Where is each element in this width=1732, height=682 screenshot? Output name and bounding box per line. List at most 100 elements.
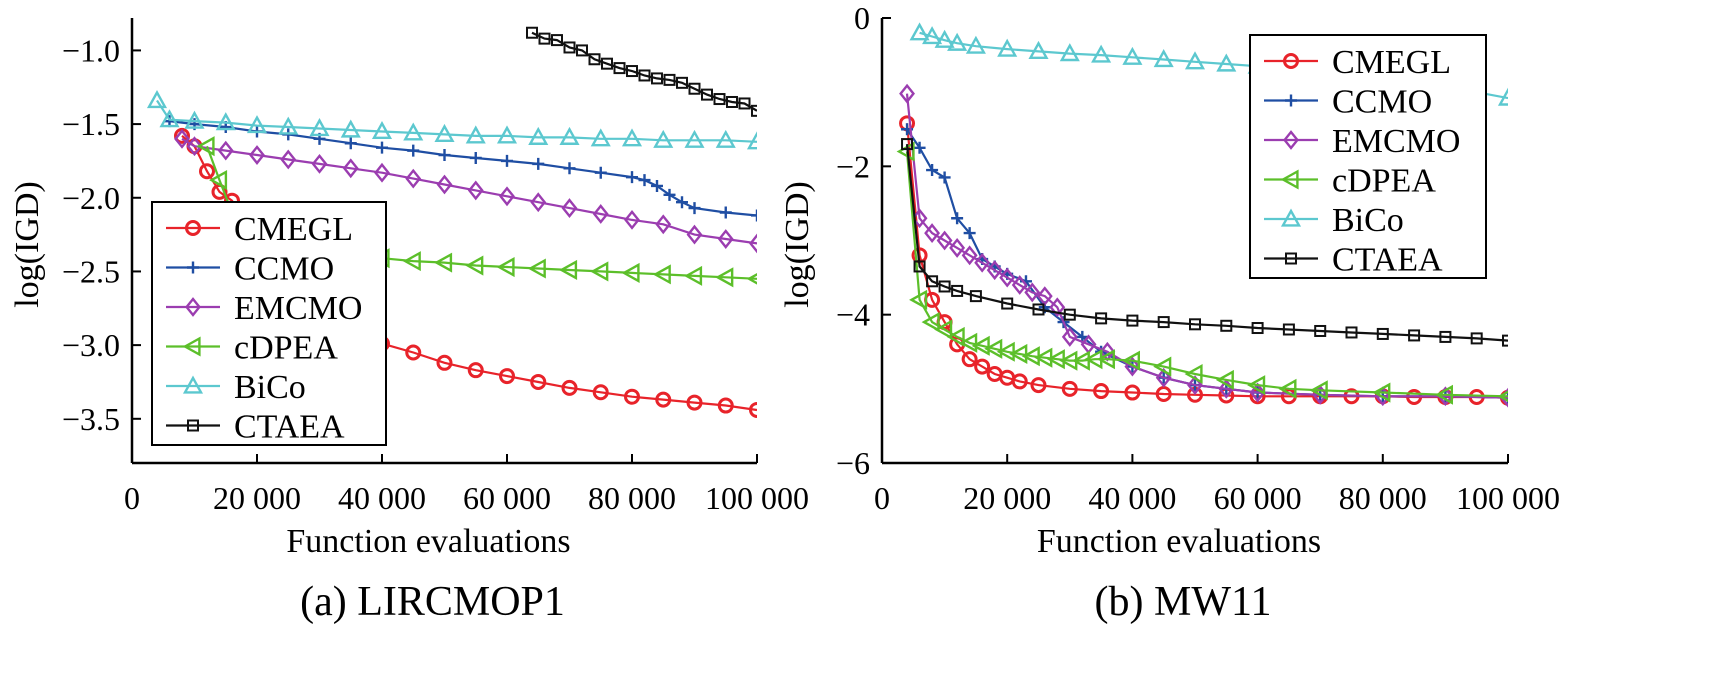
data-point-ctaea <box>1095 312 1108 325</box>
y-axis-title: log(IGD) <box>9 181 46 308</box>
data-point-cmegl <box>686 394 703 411</box>
x-tick-label: 0 <box>874 480 890 516</box>
data-point-ctaea <box>551 34 563 47</box>
data-point-ctaea <box>938 280 951 293</box>
series-bico <box>146 90 757 150</box>
data-point-cmegl <box>624 388 640 405</box>
data-point-bico <box>465 125 486 144</box>
data-point-emcmo <box>624 209 640 230</box>
legend-marker <box>1285 252 1297 265</box>
legend-label: EMCMO <box>1332 123 1460 160</box>
data-point-ctaea <box>1189 318 1201 331</box>
y-tick-label: −2.5 <box>62 253 120 289</box>
data-point-bico <box>590 128 611 147</box>
legend-label: CCMO <box>1332 84 1432 121</box>
data-point-ctaea <box>1157 316 1170 329</box>
data-point-cdpea <box>402 251 421 272</box>
y-tick-label: −3.0 <box>62 327 120 363</box>
data-point-ctaea <box>663 73 676 86</box>
x-tick-label: 80 000 <box>1339 480 1427 516</box>
data-point-bico <box>1122 46 1143 65</box>
data-point-bico <box>528 126 549 145</box>
data-point-cmegl <box>436 354 453 371</box>
y-tick-label: −3.5 <box>62 401 120 437</box>
data-point-cmegl <box>961 351 978 368</box>
data-point-cdpea <box>1096 349 1115 370</box>
legend-marker <box>187 419 199 432</box>
data-point-cdpea <box>921 312 940 333</box>
data-point-ctaea <box>913 260 926 273</box>
data-point-ccmo <box>638 174 651 187</box>
data-point-ctaea <box>613 62 626 75</box>
data-point-cdpea <box>934 319 953 340</box>
data-point-emcmo <box>499 186 515 207</box>
series-ctaea <box>901 138 1508 347</box>
data-point-cmegl <box>717 397 734 414</box>
data-point-bico <box>371 120 393 140</box>
data-point-emcmo <box>1249 382 1266 403</box>
legend-label: CTAEA <box>1332 242 1443 279</box>
data-point-bico <box>434 123 455 143</box>
legend-box <box>1249 34 1487 279</box>
legend-entry-ccmo: CCMO <box>1264 84 1432 121</box>
data-point-cdpea <box>971 335 990 356</box>
data-point-cmegl <box>655 391 672 408</box>
data-point-bico <box>715 129 736 148</box>
legend-marker <box>1283 130 1299 150</box>
legend-entry-ctaea: CTAEA <box>166 409 345 446</box>
data-point-cdpea <box>434 252 453 273</box>
data-point-cmegl <box>499 368 515 385</box>
legend-label: BiCo <box>1332 202 1404 239</box>
data-point-ctaea <box>1314 324 1327 337</box>
data-point-bico <box>1497 87 1508 106</box>
data-point-ctaea <box>751 104 757 117</box>
data-point-cdpea <box>465 255 484 276</box>
legend-entry-ccmo: CCMO <box>166 251 334 288</box>
data-point-ctaea <box>713 93 726 106</box>
legend-marker <box>182 375 204 394</box>
legend-marker <box>187 261 199 274</box>
data-point-emcmo <box>949 237 966 258</box>
data-point-cdpea <box>527 258 546 279</box>
legend-marker <box>182 336 201 357</box>
data-point-cdpea <box>1153 356 1172 377</box>
data-point-bico <box>1153 49 1174 68</box>
data-point-cdpea <box>1434 384 1454 405</box>
data-point-ccmo <box>501 154 513 167</box>
legend-marker <box>1283 53 1299 69</box>
data-point-ccmo <box>663 188 676 201</box>
data-point-cmegl <box>1030 377 1047 394</box>
data-point-ccmo <box>926 164 939 177</box>
x-tick-label: 20 000 <box>963 480 1051 516</box>
data-point-ctaea <box>901 138 914 151</box>
data-point-cmegl <box>749 401 757 418</box>
series-line-ctaea <box>531 31 757 112</box>
data-point-ctaea <box>1376 327 1389 340</box>
data-point-emcmo <box>374 162 390 183</box>
data-point-ctaea <box>588 53 601 66</box>
data-point-bico <box>159 109 180 128</box>
data-point-ccmo <box>626 171 638 184</box>
data-point-ccmo <box>532 157 545 170</box>
data-point-emcmo <box>530 192 547 213</box>
data-point-cdpea <box>1309 380 1328 401</box>
y-tick-label: −4 <box>836 297 870 333</box>
data-point-emcmo <box>717 229 734 249</box>
data-point-cdpea <box>684 265 703 286</box>
data-point-ctaea <box>563 41 576 54</box>
data-point-ccmo <box>438 149 451 162</box>
data-point-emcmo <box>1061 326 1078 347</box>
data-point-ctaea <box>1126 314 1139 327</box>
data-point-emcmo <box>1187 375 1203 396</box>
data-point-bico <box>1184 51 1206 70</box>
legend-entry-emcmo: EMCMO <box>1264 123 1460 160</box>
data-point-cdpea <box>621 262 640 283</box>
data-point-ctaea <box>1345 326 1358 339</box>
data-point-emcmo <box>1155 367 1172 388</box>
y-tick-label: −6 <box>836 445 870 481</box>
data-point-cmegl <box>1011 373 1028 390</box>
data-point-cmegl <box>561 379 578 396</box>
data-point-cdpea <box>746 272 757 285</box>
series-line-emcmo <box>905 93 1508 399</box>
